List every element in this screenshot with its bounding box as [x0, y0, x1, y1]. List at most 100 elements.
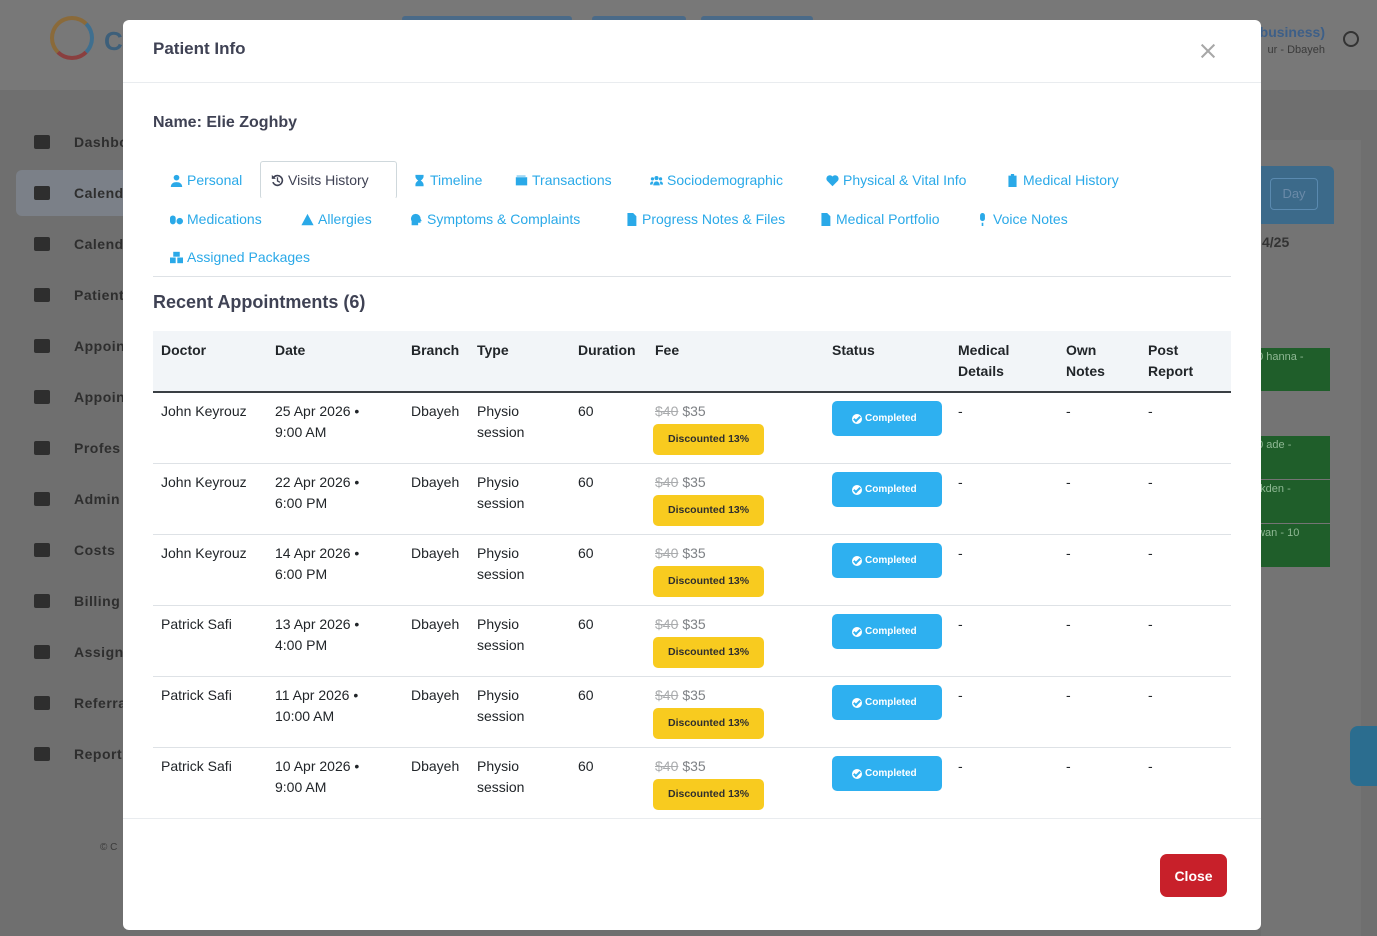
- tab-transactions[interactable]: Transactions: [505, 161, 622, 199]
- branch-cell: Dbayeh: [403, 747, 469, 819]
- check-circle-icon: [852, 626, 862, 637]
- type-text: session: [477, 637, 525, 653]
- table-row: Patrick Safi 10 Apr 2026 • 9:00 AM Dbayeh Ph…: [153, 747, 1231, 819]
- tab-visits-history[interactable]: Visits History: [260, 161, 397, 199]
- column-header: Type: [469, 331, 570, 393]
- sidebar-item-icon: [34, 288, 50, 302]
- tab-assigned-packages[interactable]: Assigned Packages: [160, 238, 320, 276]
- sidebar-item-label: Patient: [74, 287, 125, 303]
- discounted-fee: $35: [682, 687, 706, 703]
- branch-cell: Dbayeh: [403, 605, 469, 677]
- discounted-fee: $35: [682, 545, 706, 561]
- tab-symptoms-complaints[interactable]: Symptoms & Complaints: [400, 200, 590, 238]
- sidebar-item: Patient: [34, 285, 124, 305]
- status-badge: Completed: [832, 543, 942, 578]
- sidebar-item-label: Referra: [74, 695, 127, 711]
- column-header: Post Report: [1140, 331, 1231, 393]
- date-text: 13 Apr 2026 •: [275, 616, 360, 632]
- tab-physical-vital-info[interactable]: Physical & Vital Info: [816, 161, 976, 199]
- check-circle-icon: [852, 555, 862, 566]
- type-cell: Physio session: [469, 534, 570, 606]
- duration-cell: 60: [570, 534, 647, 606]
- patient-info-modal: Patient Info Name: Elie Zoghby Personal …: [123, 20, 1261, 930]
- medical-details-cell: -: [950, 747, 1058, 819]
- doctor-cell: John Keyrouz: [153, 534, 267, 606]
- table-row: John Keyrouz 25 Apr 2026 • 9:00 AM Dbayeh Ph…: [153, 392, 1231, 464]
- doctor-cell: John Keyrouz: [153, 463, 267, 535]
- time-text: 6:00 PM: [275, 566, 328, 582]
- recent-appointments-title: Recent Appointments (6): [153, 292, 366, 312]
- tab-sociodemographic[interactable]: Sociodemographic: [640, 161, 793, 199]
- sidebar-item-label: Appoin: [74, 338, 126, 354]
- sidebar-item: Dashbo: [34, 132, 128, 152]
- tab-label: Sociodemographic: [667, 172, 783, 188]
- tab-label: Medical Portfolio: [836, 211, 940, 227]
- tab-label: Progress Notes & Files: [642, 211, 786, 227]
- column-header: Doctor: [153, 331, 267, 393]
- column-header: Branch: [403, 331, 469, 393]
- type-text: Physio: [477, 403, 520, 419]
- sidebar-item-label: Report: [74, 746, 123, 762]
- branch-cell: Dbayeh: [403, 463, 469, 535]
- tab-allergies[interactable]: Allergies: [291, 200, 382, 238]
- tab-label: Physical & Vital Info: [843, 172, 967, 188]
- close-icon[interactable]: [1199, 42, 1217, 60]
- sidebar-item-icon: [34, 696, 50, 710]
- type-cell: Physio session: [469, 392, 570, 464]
- sidebar-item-icon: [34, 237, 50, 251]
- type-text: Physio: [477, 687, 520, 703]
- tab-label: Personal: [187, 172, 243, 188]
- status-label: Completed: [865, 768, 917, 779]
- boxes-icon: [170, 251, 183, 263]
- sidebar-item: Assign: [34, 642, 124, 662]
- discounted-fee: $35: [682, 758, 706, 774]
- doctor-cell: Patrick Safi: [153, 676, 267, 748]
- duration-cell: 60: [570, 605, 647, 677]
- check-circle-icon: [852, 413, 862, 424]
- sidebar-item: Appoin: [34, 336, 125, 356]
- type-text: session: [477, 708, 525, 724]
- pills-icon: [170, 214, 183, 224]
- sidebar-item-icon: [34, 135, 50, 149]
- column-header: Own Notes: [1058, 331, 1140, 393]
- tab-voice-notes[interactable]: Voice Notes: [966, 200, 1078, 238]
- check-circle-icon: [852, 484, 862, 495]
- status-badge: Completed: [832, 756, 942, 791]
- doctor-cell: Patrick Safi: [153, 605, 267, 677]
- file-medical-icon: [821, 212, 831, 226]
- discount-badge: Discounted 13%: [653, 495, 765, 526]
- check-circle-icon: [852, 697, 862, 708]
- tab-personal[interactable]: Personal: [160, 161, 252, 199]
- time-text: 10:00 AM: [275, 708, 335, 724]
- table-row: Patrick Safi 13 Apr 2026 • 4:00 PM Dbayeh Ph…: [153, 605, 1231, 677]
- date-text: 22 Apr 2026 •: [275, 474, 360, 490]
- tab-progress-notes-files[interactable]: Progress Notes & Files: [615, 200, 795, 238]
- tab-medical-history[interactable]: Medical History: [996, 161, 1129, 199]
- sidebar-item: Profes: [34, 438, 121, 458]
- hourglass-icon: [415, 174, 424, 186]
- type-text: Physio: [477, 758, 520, 774]
- sidebar-item: Appoin: [34, 387, 125, 407]
- date-text: 14 Apr 2026 •: [275, 545, 360, 561]
- sidebar-item-label: Profes: [74, 440, 121, 456]
- sidebar-item-label: Appoin: [74, 389, 126, 405]
- status-cell: Completed: [824, 747, 950, 819]
- time-text: 9:00 AM: [275, 779, 327, 795]
- duration-cell: 60: [570, 463, 647, 535]
- tab-medications[interactable]: Medications: [160, 200, 272, 238]
- microphone-icon: [980, 212, 985, 226]
- date-cell: 13 Apr 2026 • 4:00 PM: [267, 605, 403, 677]
- type-text: Physio: [477, 545, 520, 561]
- original-fee: $40: [655, 687, 679, 703]
- status-label: Completed: [865, 555, 917, 566]
- tab-timeline[interactable]: Timeline: [403, 161, 492, 199]
- fee-cell: $40 $35 Discounted 13%: [647, 392, 824, 464]
- status-cell: Completed: [824, 392, 950, 464]
- header-button: [402, 16, 572, 22]
- medical-details-cell: -: [950, 534, 1058, 606]
- original-fee: $40: [655, 758, 679, 774]
- close-button[interactable]: Close: [1160, 854, 1227, 897]
- day-view-toolbar: Day: [1260, 166, 1334, 224]
- tab-medical-portfolio[interactable]: Medical Portfolio: [809, 200, 950, 238]
- post-report-cell: -: [1140, 392, 1231, 464]
